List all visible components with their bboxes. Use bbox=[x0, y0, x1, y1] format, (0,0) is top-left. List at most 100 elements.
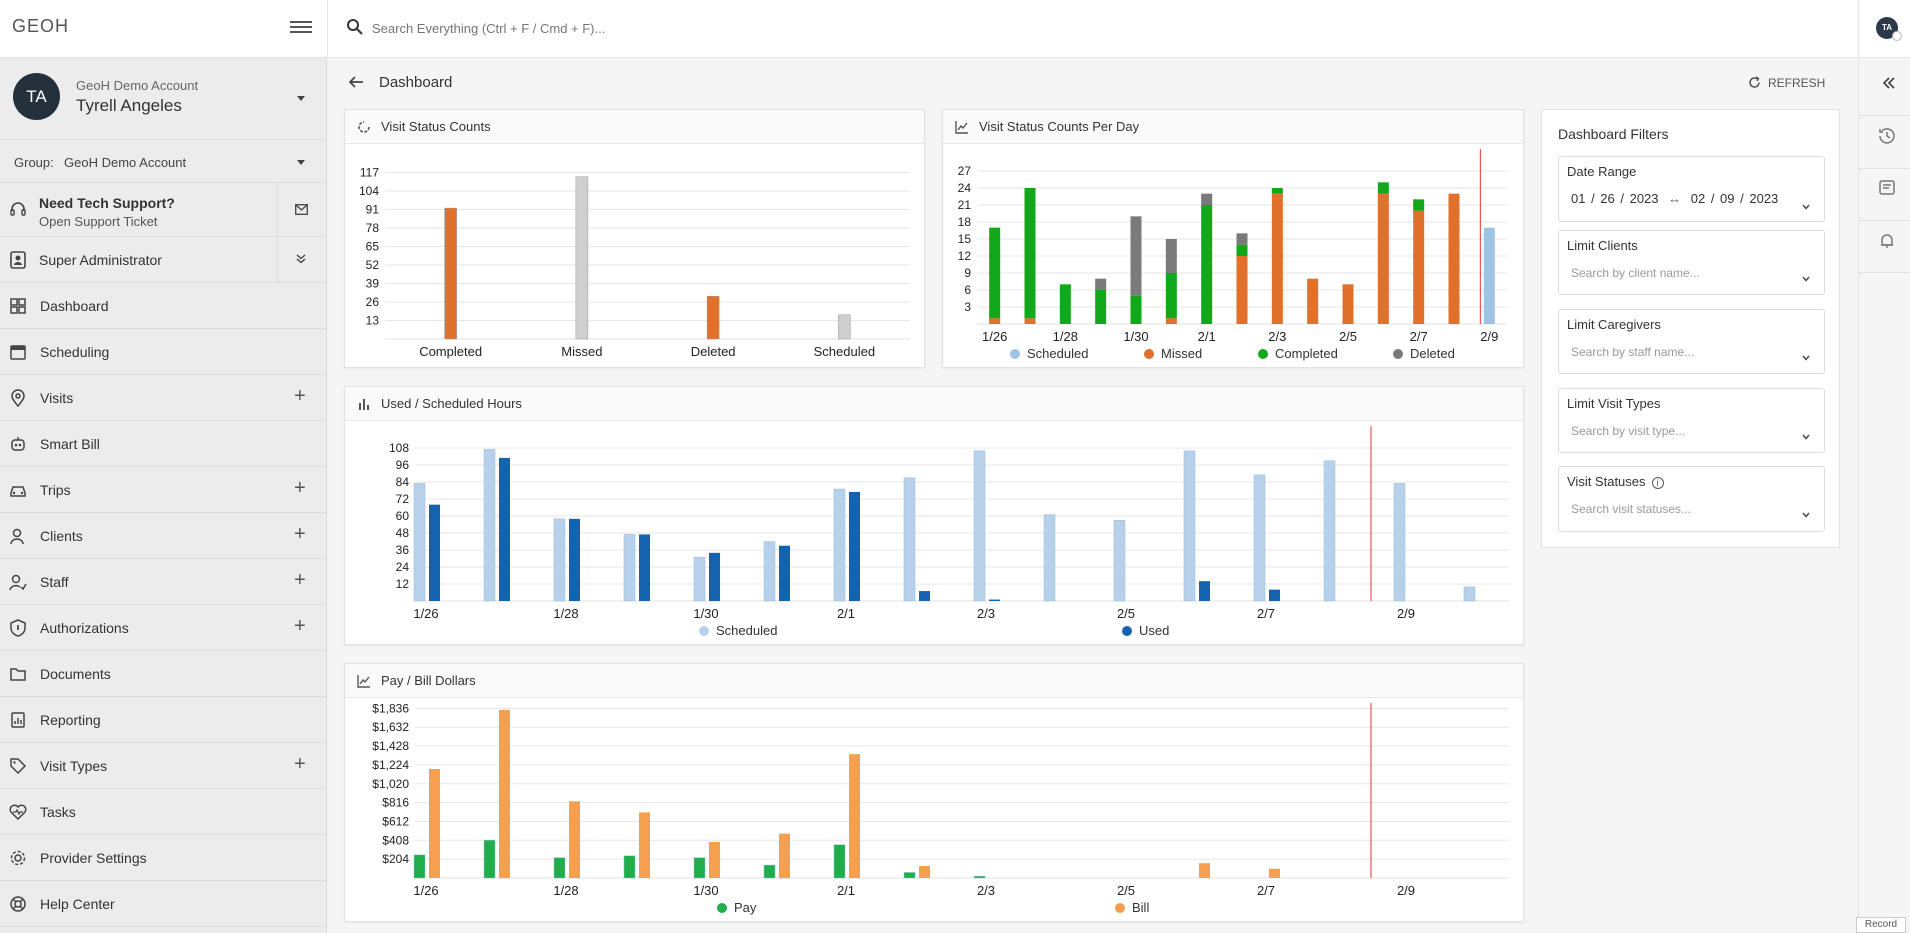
sidebar-item-dashboard[interactable]: Dashboard bbox=[0, 283, 327, 329]
visit-statuses-field[interactable]: Visit Statuses i Search visit statuses... bbox=[1558, 466, 1825, 532]
limit-caregivers-input[interactable]: Search by staff name... bbox=[1571, 345, 1695, 359]
x-tick-label: 1/28 bbox=[553, 883, 578, 898]
bar-used bbox=[779, 545, 790, 601]
plus-icon[interactable]: + bbox=[294, 753, 306, 775]
tech-support[interactable]: Need Tech Support? Open Support Ticket bbox=[0, 183, 327, 237]
account-switcher[interactable]: TA GeoH Demo Account Tyrell Angeles bbox=[0, 58, 327, 140]
staff-icon bbox=[9, 573, 27, 591]
date-range-field[interactable]: Date Range 01 / 26 / 2023 ↔ 02 / 09 / 20… bbox=[1558, 156, 1825, 222]
visit-statuses-input[interactable]: Search visit statuses... bbox=[1571, 502, 1692, 516]
x-tick-label: 2/3 bbox=[977, 883, 995, 898]
limit-caregivers-label: Limit Caregivers bbox=[1567, 317, 1661, 332]
card-header: Pay / Bill Dollars bbox=[345, 664, 1523, 698]
x-tick-label: 2/9 bbox=[1480, 329, 1498, 344]
bar-used bbox=[639, 534, 650, 601]
bar-pay bbox=[833, 844, 846, 879]
plus-icon[interactable]: + bbox=[294, 385, 306, 407]
right-toolbar-divider bbox=[1858, 0, 1859, 933]
bar-pay bbox=[483, 839, 496, 879]
avatar-dropdown-icon[interactable] bbox=[1892, 31, 1902, 41]
history-icon[interactable] bbox=[1872, 121, 1902, 151]
sidebar-item-tasks[interactable]: Tasks bbox=[0, 789, 327, 835]
start-date[interactable]: 01 / 26 / 2023 bbox=[1571, 191, 1659, 206]
bar-scheduled bbox=[1043, 514, 1056, 602]
bar-scheduled bbox=[903, 477, 916, 602]
sidebar-item-scheduling[interactable]: Scheduling bbox=[0, 329, 327, 375]
bar-used bbox=[709, 552, 720, 601]
sidebar-item-trips[interactable]: Trips + bbox=[0, 467, 327, 513]
y-tick-label: $204 bbox=[382, 852, 409, 866]
toolbar-divider bbox=[1859, 272, 1910, 273]
limit-clients-input[interactable]: Search by client name... bbox=[1571, 266, 1700, 280]
car-icon bbox=[9, 481, 27, 499]
back-arrow-icon[interactable] bbox=[347, 74, 365, 90]
sidebar-item-smart-bill[interactable]: Smart Bill bbox=[0, 421, 327, 467]
plus-icon[interactable]: + bbox=[294, 477, 306, 499]
group-selector[interactable]: Group: GeoH Demo Account bbox=[0, 140, 327, 183]
menu-toggle-icon[interactable] bbox=[290, 18, 312, 36]
legend-label: Deleted bbox=[1410, 346, 1455, 361]
chevron-down-icon[interactable] bbox=[1802, 427, 1810, 440]
double-chevron-down-icon[interactable] bbox=[296, 254, 306, 264]
search-input[interactable] bbox=[372, 16, 1072, 40]
plus-icon[interactable]: + bbox=[294, 523, 306, 545]
sidebar-item-staff[interactable]: Staff + bbox=[0, 559, 327, 605]
calendar-icon bbox=[9, 343, 27, 361]
location-pin-icon bbox=[9, 389, 27, 407]
chevron-down-icon[interactable] bbox=[1802, 197, 1810, 210]
limit-visit-types-input[interactable]: Search by visit type... bbox=[1571, 424, 1686, 438]
pay-bill-dollars-chart: $204 $408 $612 $816 $1,020 $1,224 $1,428 $1,632… bbox=[372, 701, 1509, 915]
sidebar-item-visit-types[interactable]: Visit Types + bbox=[0, 743, 327, 789]
bar-used bbox=[429, 504, 440, 601]
mail-icon[interactable] bbox=[295, 204, 308, 215]
y-tick-label: 104 bbox=[359, 184, 379, 198]
app-logo[interactable]: GEOH bbox=[12, 16, 70, 36]
limit-visit-types-field[interactable]: Limit Visit Types Search by visit type..… bbox=[1558, 388, 1825, 453]
info-icon[interactable]: i bbox=[1651, 477, 1664, 489]
plus-icon[interactable]: + bbox=[294, 615, 306, 637]
bell-icon[interactable] bbox=[1872, 226, 1902, 256]
sidebar-item-reporting[interactable]: Reporting bbox=[0, 697, 327, 743]
sidebar-item-provider-settings[interactable]: Provider Settings bbox=[0, 835, 327, 881]
range-arrow-icon: ↔ bbox=[1668, 191, 1682, 206]
sidebar-item-authorizations[interactable]: Authorizations + bbox=[0, 605, 327, 651]
sidebar-item-documents[interactable]: Documents bbox=[0, 651, 327, 697]
end-date[interactable]: 02 / 09 / 2023 bbox=[1690, 191, 1779, 206]
role-selector[interactable]: Super Administrator bbox=[0, 237, 327, 283]
refresh-icon[interactable] bbox=[1748, 76, 1761, 89]
bar-completed bbox=[1165, 273, 1177, 319]
limit-clients-field[interactable]: Limit Clients Search by client name... bbox=[1558, 230, 1825, 295]
sidebar-item-visits[interactable]: Visits + bbox=[0, 375, 327, 421]
chevron-down-icon[interactable] bbox=[297, 96, 305, 101]
bar-completed bbox=[1095, 290, 1107, 324]
sidebar-item-clients[interactable]: Clients + bbox=[0, 513, 327, 559]
chevron-down-icon[interactable] bbox=[1802, 505, 1810, 518]
bar-pay bbox=[623, 855, 636, 879]
sidebar-item-label: Reporting bbox=[40, 712, 101, 728]
limit-caregivers-field[interactable]: Limit Caregivers Search by staff name... bbox=[1558, 309, 1825, 374]
bar-missed bbox=[1448, 193, 1460, 324]
chevron-down-icon[interactable] bbox=[297, 160, 305, 165]
x-tick-label: 1/28 bbox=[1053, 329, 1078, 344]
legend-swatch bbox=[699, 626, 709, 636]
record-button[interactable]: Record bbox=[1856, 917, 1906, 933]
support-ticket-link[interactable]: Open Support Ticket bbox=[39, 214, 158, 229]
collapse-panel-icon[interactable] bbox=[1872, 68, 1902, 98]
plus-icon[interactable]: + bbox=[294, 569, 306, 591]
sidebar-item-label: Visits bbox=[40, 390, 74, 406]
x-tick-label: Completed bbox=[419, 344, 482, 359]
x-tick-label: 2/7 bbox=[1257, 606, 1275, 621]
chevron-down-icon[interactable] bbox=[1802, 348, 1810, 361]
chevron-down-icon[interactable] bbox=[1802, 269, 1810, 282]
refresh-button[interactable]: REFRESH bbox=[1768, 76, 1826, 90]
x-tick-label: 1/26 bbox=[413, 883, 438, 898]
y-tick-label: $1,428 bbox=[372, 739, 409, 753]
notes-icon[interactable] bbox=[1872, 173, 1902, 203]
date-range-value[interactable]: 01 / 26 / 2023 ↔ 02 / 09 / 2023 bbox=[1571, 191, 1778, 206]
y-tick-label: $816 bbox=[382, 796, 409, 810]
sidebar-item-help-center[interactable]: Help Center bbox=[0, 881, 327, 927]
y-tick-label: $612 bbox=[382, 814, 409, 828]
bar-bill bbox=[499, 709, 510, 878]
search-icon bbox=[346, 18, 364, 36]
y-tick-label: 21 bbox=[958, 198, 972, 212]
